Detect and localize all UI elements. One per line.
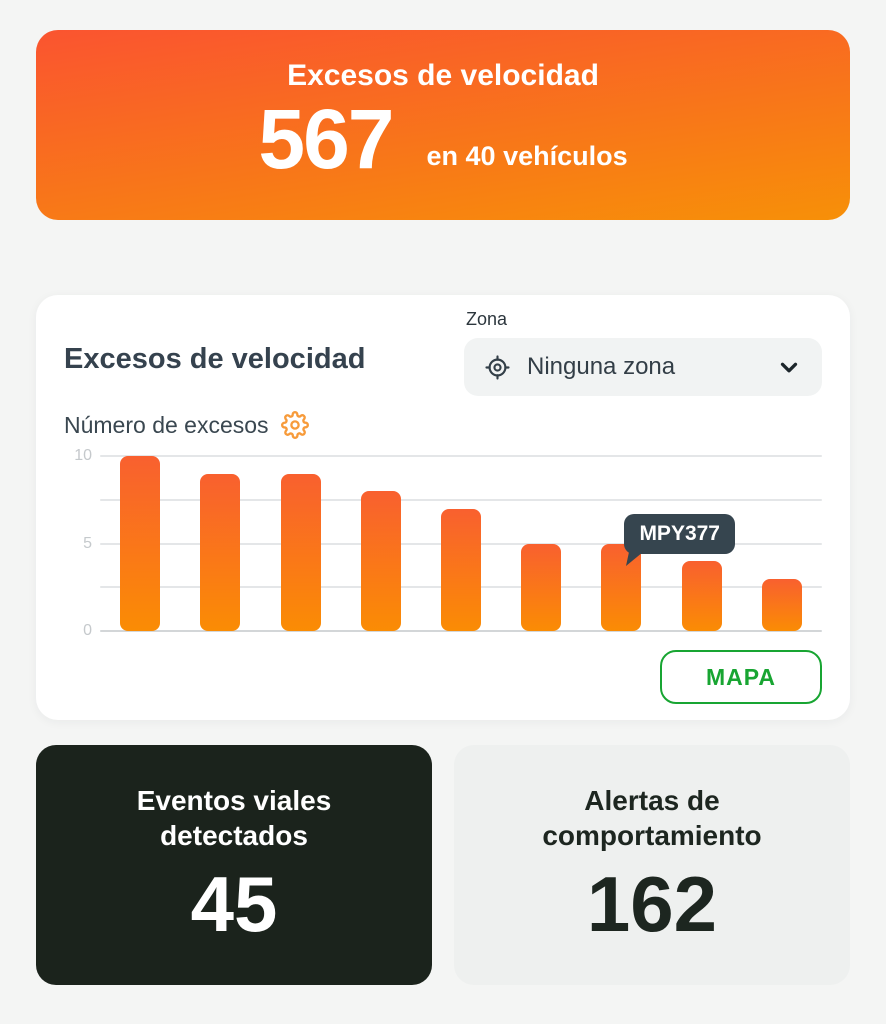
behavior-alerts-value: 162 xyxy=(586,860,718,948)
chart-area: MPY377 0 5 10 xyxy=(64,445,822,645)
zone-filter-group: Zona Ninguna zona xyxy=(464,309,822,396)
tooltip-tail xyxy=(626,551,644,566)
road-events-title: Eventos viales detectados xyxy=(136,785,332,851)
zone-label: Zona xyxy=(466,309,508,329)
behavior-alerts-card[interactable]: Alertas de comportamiento 162 xyxy=(454,745,850,985)
chevron-down-icon xyxy=(776,354,802,380)
y-tick-label: 5 xyxy=(83,534,92,552)
bottom-stats-row: Eventos viales detectados 45 Alertas de … xyxy=(36,745,850,985)
vehicle-tooltip-label: MPY377 xyxy=(639,521,720,545)
bar-plot: MPY377 xyxy=(100,455,822,632)
road-events-card[interactable]: Eventos viales detectados 45 xyxy=(36,745,432,985)
gridline xyxy=(100,630,822,632)
chart-card-title: Excesos de velocidad xyxy=(64,343,366,375)
metric-row: Número de excesos xyxy=(64,411,309,439)
summary-title: Excesos de velocidad xyxy=(287,59,599,92)
bar[interactable] xyxy=(761,578,802,631)
bar[interactable] xyxy=(681,561,722,631)
behavior-alerts-title: Alertas de comportamiento xyxy=(542,785,762,851)
vehicle-tooltip: MPY377 xyxy=(624,513,735,566)
gridline xyxy=(100,498,822,501)
bar[interactable] xyxy=(120,456,161,631)
gridline xyxy=(100,455,822,457)
gear-icon[interactable] xyxy=(280,411,309,439)
y-tick-label: 10 xyxy=(74,447,92,464)
zone-target-icon xyxy=(484,354,511,381)
speeding-summary-card: Excesos de velocidad 567 en 40 vehículos xyxy=(36,30,850,220)
road-events-value: 45 xyxy=(190,860,278,948)
summary-value: 567 xyxy=(258,92,394,186)
bar[interactable] xyxy=(360,491,401,631)
y-tick-label: 0 xyxy=(83,622,92,639)
metric-label: Número de excesos xyxy=(64,411,269,438)
summary-stat: 567 en 40 vehículos xyxy=(36,97,850,181)
summary-subtitle: en 40 vehículos xyxy=(426,141,628,171)
map-button[interactable]: MAPA xyxy=(660,650,822,704)
bar[interactable] xyxy=(280,473,321,631)
bar[interactable] xyxy=(441,508,481,631)
speeding-chart-card: Excesos de velocidad Zona Ninguna zona xyxy=(36,295,850,720)
bar[interactable] xyxy=(200,473,241,631)
bar[interactable] xyxy=(521,543,562,631)
zone-select-dropdown[interactable]: Ninguna zona xyxy=(464,338,822,396)
zone-selected-value: Ninguna zona xyxy=(527,353,676,380)
